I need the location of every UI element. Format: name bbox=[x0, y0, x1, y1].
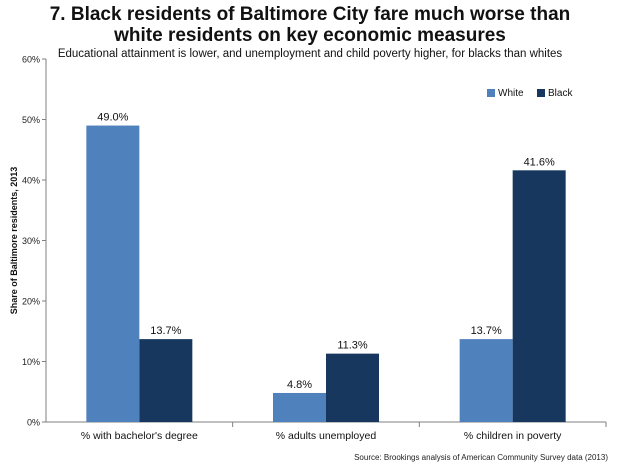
legend-label-white: White bbox=[498, 88, 524, 99]
chart-title-line-1: 7. Black residents of Baltimore City far… bbox=[49, 4, 571, 25]
bar-white bbox=[86, 125, 140, 423]
y-tick-label: 50% bbox=[22, 115, 40, 125]
bar-value-label: 11.3% bbox=[337, 340, 368, 352]
bar-value-label: 13.7% bbox=[471, 325, 502, 337]
y-axis-title: Share of Baltimore residents, 2013 bbox=[9, 167, 19, 315]
y-tick-label: 10% bbox=[22, 357, 40, 367]
bar-value-label: 4.8% bbox=[287, 379, 312, 391]
bar-value-label: 49.0% bbox=[97, 112, 128, 124]
bar-value-label: 41.6% bbox=[524, 156, 555, 168]
legend-swatch-black bbox=[537, 89, 545, 97]
bar-white bbox=[273, 392, 326, 422]
bar-black bbox=[139, 339, 193, 422]
x-category-label: % with bachelor's degree bbox=[81, 430, 198, 442]
y-tick-label: 40% bbox=[22, 176, 40, 186]
legend-swatch-white bbox=[487, 89, 495, 97]
legend-label-black: Black bbox=[548, 88, 573, 99]
bar-black bbox=[512, 170, 566, 422]
chart-title-line-2: white residents on key economic measures bbox=[114, 25, 506, 46]
y-tick-label: 20% bbox=[22, 297, 40, 307]
bar-value-label: 13.7% bbox=[150, 325, 181, 337]
bar-white bbox=[459, 339, 513, 422]
y-tick-label: 60% bbox=[22, 55, 40, 65]
chart-title: 7. Black residents of Baltimore City far… bbox=[0, 4, 620, 46]
chart-subtitle: Educational attainment is lower, and une… bbox=[57, 48, 563, 60]
y-tick-label: 30% bbox=[22, 236, 40, 246]
x-category-label: % adults unemployed bbox=[276, 430, 377, 442]
source-note: Source: Brookings analysis of American C… bbox=[354, 453, 608, 462]
bar-black bbox=[326, 353, 379, 422]
y-tick-label: 0% bbox=[27, 418, 40, 428]
x-category-label: % children in poverty bbox=[464, 430, 562, 442]
